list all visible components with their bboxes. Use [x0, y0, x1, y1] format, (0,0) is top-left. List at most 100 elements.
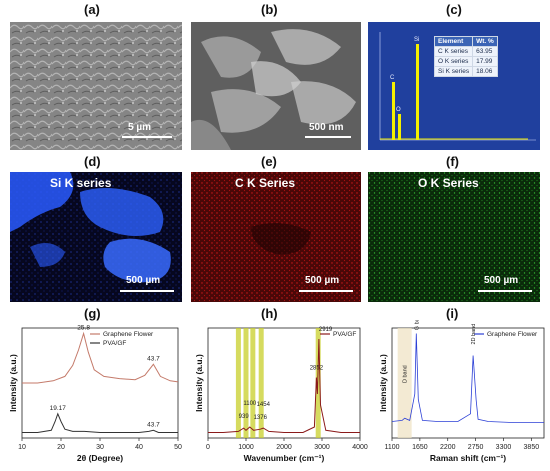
peak-label: 43.7	[147, 355, 160, 362]
scale-label-f: 500 µm	[484, 275, 519, 286]
x-tick-label: 0	[206, 444, 210, 451]
eds-cell: O K series	[433, 56, 474, 67]
highlight-band	[250, 328, 256, 438]
x-axis-label: Raman shift (cm⁻¹)	[430, 453, 506, 463]
panel-label-b: (b)	[261, 2, 278, 17]
x-tick-label: 10	[18, 444, 26, 451]
eds-header-element: Element	[433, 36, 474, 47]
legend-entry: Graphene Flower	[103, 331, 154, 338]
table-row: Si K series 18.06	[433, 66, 498, 77]
plot-frame	[207, 327, 361, 439]
plot-frame	[391, 327, 545, 439]
scale-bar-d	[120, 290, 174, 292]
panel-label-g: (g)	[84, 306, 101, 321]
scale-bar-a	[122, 136, 172, 138]
legend-entry: PVA/GF	[333, 331, 356, 338]
sem-image-a: 5 µm	[10, 22, 182, 150]
si-map-texture	[10, 172, 182, 302]
highlight-band	[235, 328, 241, 438]
eds-table-wrap: Element Wt. % C K series 63.95 O K serie…	[433, 36, 498, 77]
x-tick-label: 30	[96, 444, 104, 451]
series-line	[22, 331, 179, 384]
peak-label: 19.17	[50, 405, 67, 412]
x-tick-label: 3300	[496, 444, 512, 451]
peak-label: 43.7	[147, 421, 160, 428]
peak-label: 2852	[310, 366, 324, 372]
peak-label: 939	[239, 414, 250, 420]
o-map-texture	[368, 172, 540, 302]
panel-label-e: (e)	[261, 154, 277, 169]
panel-label-c: (c)	[446, 2, 462, 17]
map-title-c: C K Series	[235, 176, 296, 190]
x-tick-label: 3000	[314, 444, 330, 451]
scale-bar-e	[299, 290, 353, 292]
legend-entry: Graphene Flower	[487, 331, 538, 338]
eds-map-si: Si K series 500 µm	[10, 172, 182, 302]
c-map-texture	[191, 172, 361, 302]
scale-label-d: 500 µm	[126, 275, 161, 286]
scale-label-e: 500 µm	[305, 275, 340, 286]
x-axis-label: 2θ (Degree)	[77, 453, 123, 463]
eds-map-c: C K Series 500 µm	[191, 172, 361, 302]
panel-label-i: (i)	[446, 306, 459, 321]
eds-cell: Si K series	[433, 66, 474, 77]
peak-label: 1376	[254, 415, 268, 421]
scale-bar-f	[478, 290, 532, 292]
highlight-band	[397, 328, 412, 438]
panel-label-d: (d)	[84, 154, 101, 169]
y-axis-label: Intensity (a.u.)	[194, 354, 204, 412]
map-title-si: Si K series	[50, 176, 112, 190]
raman-chart: 1100 1650 2200 2750 3300 3850 Raman shift (cm⁻…	[378, 320, 545, 463]
y-axis-label: Intensity (a.u.)	[8, 354, 18, 412]
scale-label-a: 5 µm	[128, 122, 151, 133]
x-tick-label: 3850	[524, 444, 540, 451]
x-tick-label: 20	[57, 444, 65, 451]
series-line	[391, 333, 544, 423]
x-tick-label: 1650	[412, 444, 428, 451]
series-line	[208, 338, 360, 433]
eds-header-wt: Wt. %	[472, 36, 498, 47]
x-axis-label: Wavenumber (cm⁻¹)	[244, 453, 325, 463]
series-line	[22, 412, 178, 433]
eds-cell: C K series	[433, 46, 474, 57]
eds-panel-c: C O Si Element Wt. % C K series 63.95 O …	[368, 22, 540, 150]
legend-entry: PVA/GF	[103, 340, 126, 347]
ftir-chart: 0 1000 2000 3000 4000 Wavenumber (cm⁻¹) Intens…	[194, 327, 368, 463]
highlight-band	[243, 328, 249, 438]
panel-label-a: (a)	[84, 2, 100, 17]
eds-cell: 63.95	[472, 46, 498, 57]
peak-label: 2919	[319, 327, 333, 333]
band-label: G band	[414, 320, 420, 330]
x-tick-label: 4000	[352, 444, 368, 451]
x-tick-label: 2000	[276, 444, 292, 451]
sem-image-b: 500 nm	[191, 22, 361, 150]
eds-cell: 17.99	[472, 56, 498, 67]
map-title-o: O K Series	[418, 176, 479, 190]
sem-texture-a	[10, 22, 182, 150]
eds-peak-si: Si	[414, 37, 419, 43]
x-tick-label: 40	[135, 444, 143, 451]
peak-label: 1100	[243, 401, 257, 407]
scale-bar-b	[305, 136, 351, 138]
eds-map-o: O K Series 500 µm	[368, 172, 540, 302]
xrd-chart: 10 20 30 40 50 2θ (Degree) Intensity (a.u.) Gra…	[8, 325, 182, 464]
eds-table: Element Wt. % C K series 63.95 O K serie…	[433, 36, 498, 77]
eds-cell: 18.06	[472, 66, 498, 77]
y-axis-label: Intensity (a.u.)	[378, 354, 388, 412]
x-tick-label: 2750	[468, 444, 484, 451]
panel-label-h: (h)	[261, 306, 278, 321]
x-tick-label: 50	[174, 444, 182, 451]
panel-label-f: (f)	[446, 154, 459, 169]
eds-peak-o: O	[396, 107, 401, 113]
scale-label-b: 500 nm	[309, 122, 344, 133]
table-row: C K series 63.95	[433, 46, 498, 57]
band-label: D band	[403, 365, 409, 383]
peak-label: 1454	[257, 402, 271, 408]
x-tick-label: 2200	[440, 444, 456, 451]
x-tick-label: 1000	[238, 444, 254, 451]
highlight-band	[258, 328, 264, 438]
x-tick-label: 1100	[384, 444, 399, 451]
peak-label: 25.8	[77, 325, 90, 332]
table-row: O K series 17.99	[433, 56, 498, 67]
sem-texture-b	[191, 22, 361, 150]
